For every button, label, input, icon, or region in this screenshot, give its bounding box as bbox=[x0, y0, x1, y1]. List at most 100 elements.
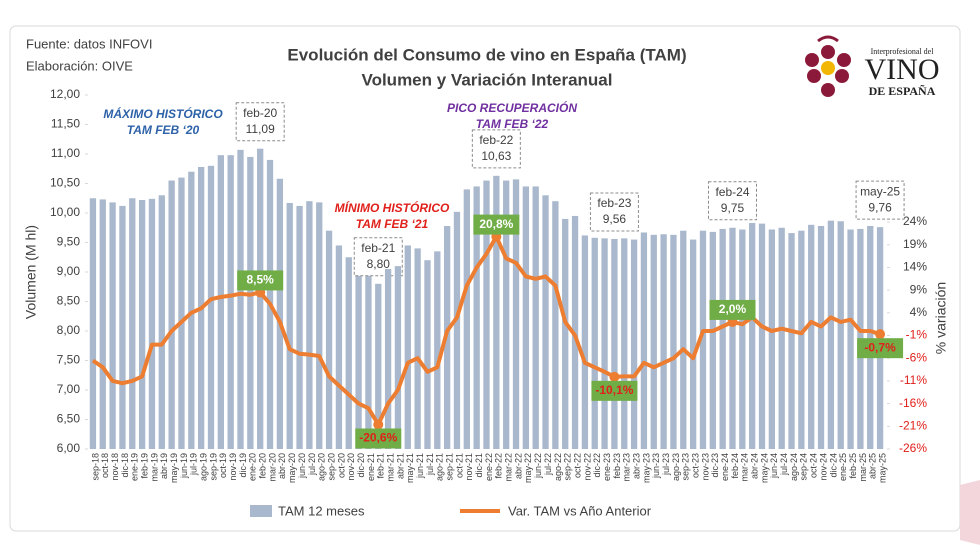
x-tick-label: mar-20 bbox=[267, 453, 277, 482]
bar bbox=[493, 175, 500, 449]
callout-box bbox=[353, 237, 403, 277]
y-tick-label: 12,00 bbox=[50, 87, 80, 101]
stem bbox=[817, 35, 839, 43]
y2-tick-label: -1% bbox=[906, 328, 928, 342]
bar bbox=[463, 189, 470, 449]
bar bbox=[729, 227, 736, 449]
x-tick-label: jun-23 bbox=[651, 453, 661, 479]
bar bbox=[670, 234, 677, 449]
grape bbox=[821, 83, 835, 97]
bar bbox=[345, 257, 352, 449]
bar bbox=[611, 238, 618, 449]
data-label: 8,5% bbox=[247, 273, 275, 287]
data-label-box bbox=[857, 338, 904, 359]
y-tick-label: 7,50 bbox=[57, 353, 81, 367]
y-tick-label: 6,00 bbox=[57, 441, 81, 455]
y-tick-label: 8,00 bbox=[57, 323, 81, 337]
line-point bbox=[373, 419, 384, 430]
bar bbox=[621, 238, 628, 449]
x-tick-label: jul-20 bbox=[307, 453, 317, 476]
x-tick-label: ene-19 bbox=[130, 453, 140, 481]
callout-value: 11,09 bbox=[246, 122, 275, 136]
x-tick-label: mar-25 bbox=[858, 453, 868, 482]
x-tick-label: ago-24 bbox=[789, 453, 799, 481]
chart-subtitle: Volumen y Variación Interanual bbox=[362, 70, 613, 89]
x-tick-label: nov-23 bbox=[700, 453, 710, 481]
x-tick-label: dic-20 bbox=[356, 453, 366, 478]
x-tick-label: mar-24 bbox=[740, 453, 750, 482]
bar bbox=[138, 200, 146, 449]
bar bbox=[217, 155, 224, 449]
bar bbox=[129, 198, 136, 449]
bar bbox=[257, 148, 264, 449]
bar bbox=[99, 199, 106, 449]
x-tick-label: ago-21 bbox=[435, 453, 445, 481]
bar bbox=[335, 245, 343, 449]
x-tick-label: sep-23 bbox=[681, 453, 691, 481]
callout-category: feb-20 bbox=[243, 106, 277, 120]
callout-category: feb-23 bbox=[597, 196, 631, 210]
x-tick-label: nov-24 bbox=[818, 453, 828, 481]
x-tick-label: ene-21 bbox=[366, 453, 376, 481]
bar bbox=[867, 225, 874, 449]
callout-value: 8,80 bbox=[367, 257, 391, 271]
x-tick-label: feb-21 bbox=[376, 453, 386, 479]
y2-tick-label: 14% bbox=[903, 260, 927, 274]
bar bbox=[808, 224, 815, 449]
x-tick-label: ene-23 bbox=[602, 453, 612, 481]
x-tick-label: feb-22 bbox=[494, 453, 504, 479]
bar bbox=[414, 248, 421, 449]
y2-tick-label: 4% bbox=[910, 305, 928, 319]
bar bbox=[817, 225, 825, 449]
x-tick-label: nov-18 bbox=[110, 453, 120, 481]
bar bbox=[640, 232, 648, 449]
bar bbox=[453, 211, 461, 449]
bar bbox=[148, 198, 156, 449]
y2-tick-label: -26% bbox=[899, 441, 927, 455]
y2-tick-label: -21% bbox=[899, 418, 927, 432]
bar bbox=[630, 239, 638, 449]
x-tick-label: may-25 bbox=[877, 453, 887, 483]
data-label: 2,0% bbox=[719, 302, 747, 316]
bar bbox=[434, 251, 441, 449]
x-tick-label: sep-21 bbox=[445, 453, 455, 481]
x-tick-label: abr-19 bbox=[159, 453, 169, 479]
x-tick-label: feb-19 bbox=[139, 453, 149, 479]
bar bbox=[749, 223, 756, 449]
x-tick-label: mar-19 bbox=[149, 453, 159, 482]
grape bbox=[807, 69, 821, 83]
bar bbox=[168, 180, 175, 450]
callout-value: 9,75 bbox=[721, 201, 745, 215]
callout-box bbox=[855, 180, 905, 220]
bar bbox=[483, 180, 490, 450]
bar bbox=[276, 178, 284, 449]
x-tick-label: jul-22 bbox=[543, 453, 553, 476]
bar bbox=[247, 156, 254, 449]
bar bbox=[837, 221, 844, 449]
x-tick-label: ene-24 bbox=[720, 453, 730, 481]
callout-value: 9,76 bbox=[868, 200, 892, 214]
x-tick-label: oct-21 bbox=[454, 453, 464, 478]
callout-box bbox=[589, 192, 639, 232]
x-tick-label: may-20 bbox=[287, 453, 297, 483]
bar bbox=[827, 220, 835, 449]
callout-box bbox=[471, 129, 521, 169]
x-tick-label: may-21 bbox=[405, 453, 415, 483]
x-tick-label: feb-20 bbox=[258, 453, 268, 479]
y-tick-label: 6,50 bbox=[57, 412, 81, 426]
bar bbox=[768, 229, 775, 449]
bar bbox=[660, 234, 667, 449]
x-tick-label: oct-22 bbox=[572, 453, 582, 478]
line-point bbox=[875, 329, 886, 340]
bar bbox=[237, 149, 244, 449]
x-tick-label: mar-22 bbox=[504, 453, 514, 482]
y2-tick-label: 9% bbox=[910, 282, 928, 296]
callout-box bbox=[707, 181, 757, 221]
data-label: 20,8% bbox=[479, 217, 513, 231]
x-tick-label: sep-20 bbox=[326, 453, 336, 481]
bar bbox=[89, 198, 97, 449]
x-tick-label: abr-25 bbox=[868, 453, 878, 479]
legend-label: Var. TAM vs Año Anterior bbox=[508, 503, 652, 518]
x-tick-label: abr-22 bbox=[513, 453, 523, 479]
